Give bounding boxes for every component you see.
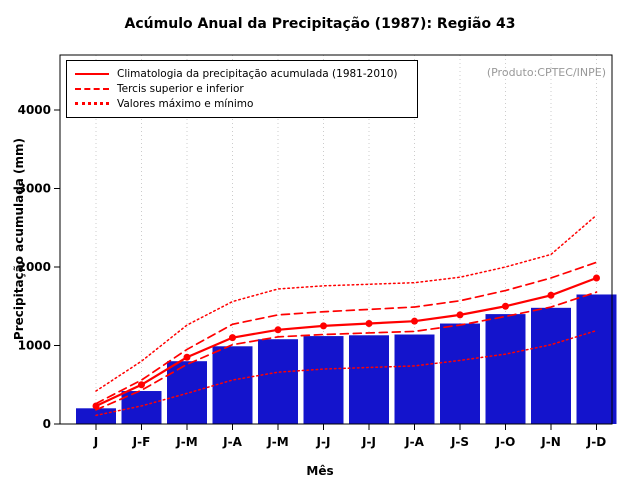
data-point <box>92 402 100 410</box>
data-point <box>274 326 282 334</box>
x-tick-label: J-M <box>266 435 288 449</box>
legend-item: Valores máximo e mínimo <box>75 96 409 111</box>
data-point <box>183 353 191 361</box>
bar <box>349 335 389 424</box>
y-tick-label: 3000 <box>18 182 51 196</box>
data-point <box>411 317 418 325</box>
x-tick-label: J-F <box>132 435 151 449</box>
x-tick-label: J-A <box>222 435 242 449</box>
dashed-line-icon <box>75 87 109 90</box>
legend-item: Climatologia da precipitação acumulada (… <box>75 66 409 81</box>
x-axis-label: Mês <box>306 464 334 478</box>
data-point <box>365 320 373 328</box>
y-tick-label: 0 <box>43 417 51 431</box>
line-dashed <box>95 291 598 411</box>
line-dotted <box>95 329 598 417</box>
y-tick-label: 1000 <box>18 339 51 353</box>
data-point <box>593 274 600 282</box>
x-tick-label: J-J <box>361 435 376 449</box>
data-point <box>456 311 464 319</box>
y-tick-label: 4000 <box>18 103 51 117</box>
dotted-line-icon <box>75 102 109 105</box>
line-solid <box>94 276 598 408</box>
bar <box>212 346 253 424</box>
bar <box>121 391 162 424</box>
chart-title: Acúmulo Anual da Precipitação (1987): Re… <box>124 16 516 32</box>
data-point <box>502 302 509 310</box>
legend-label: Tercis superior e inferior <box>117 82 244 95</box>
x-tick-label: J-M <box>175 435 197 449</box>
x-tick-label: J-N <box>540 435 561 449</box>
line-dashed <box>95 261 598 405</box>
x-tick-label: J-D <box>586 435 606 449</box>
x-tick-label: J-J <box>316 435 331 449</box>
bar <box>440 323 480 424</box>
bar <box>76 408 116 424</box>
x-tick-label: J-S <box>450 435 469 449</box>
y-tick-label: 2000 <box>18 260 51 274</box>
bar <box>576 294 617 424</box>
data-point <box>229 334 236 342</box>
solid-line-icon <box>75 72 109 75</box>
data-point <box>138 381 145 389</box>
x-tick-label: J <box>93 435 98 449</box>
product-note: (Produto:CPTEC/INPE) <box>486 66 606 79</box>
legend-label: Valores máximo e mínimo <box>117 97 254 110</box>
plot-border <box>59 54 613 425</box>
bar <box>303 336 344 424</box>
bar <box>485 314 526 424</box>
legend: Climatologia da precipitação acumulada (… <box>66 60 418 118</box>
x-tick-label: J-O <box>495 435 516 449</box>
data-point <box>547 291 555 299</box>
bar <box>167 361 207 424</box>
y-axis-label: Precipitação acumulada (mm) <box>12 137 26 341</box>
bar <box>394 334 435 424</box>
data-point <box>320 322 327 330</box>
x-tick-label: J-A <box>404 435 424 449</box>
line-dotted <box>95 214 598 392</box>
bar <box>531 307 571 424</box>
bar <box>258 339 298 424</box>
legend-label: Climatologia da precipitação acumulada (… <box>117 67 398 80</box>
legend-item: Tercis superior e inferior <box>75 81 409 96</box>
